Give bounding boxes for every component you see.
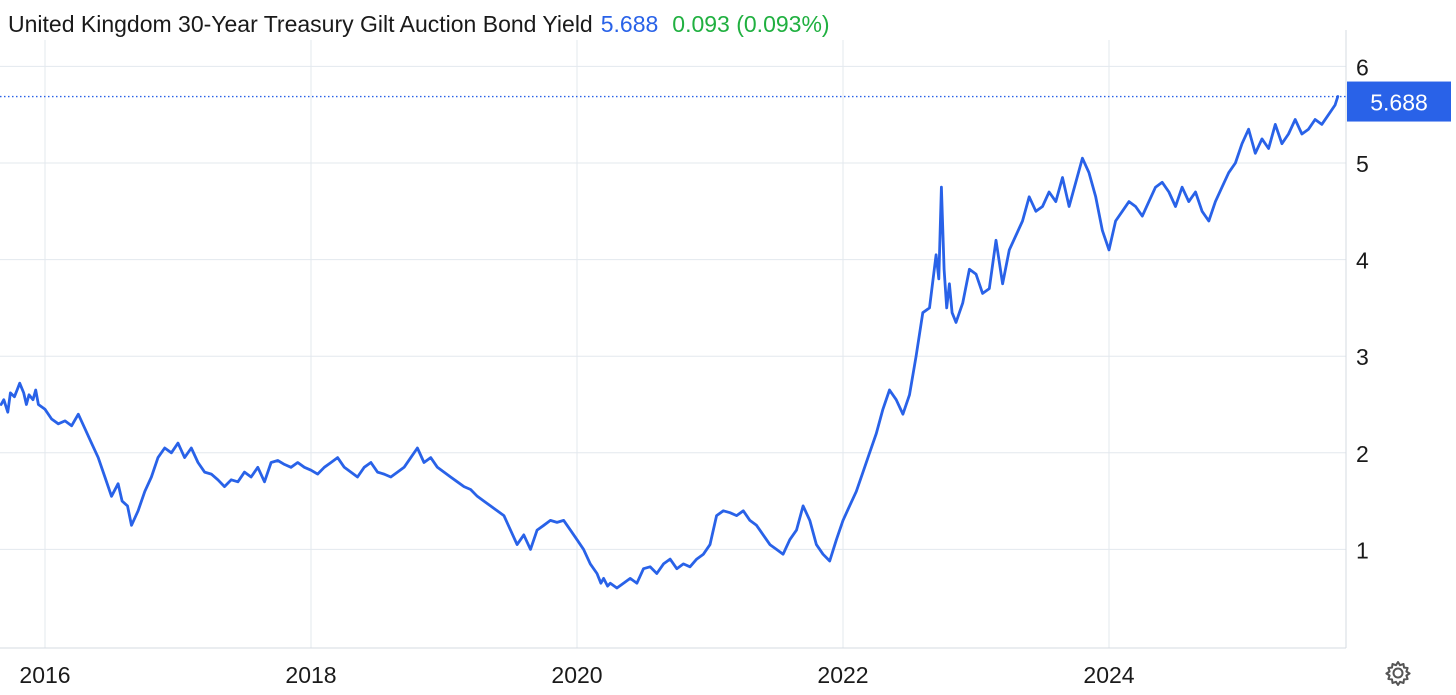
y-tick-label: 6 xyxy=(1356,54,1369,80)
x-tick-label: 2022 xyxy=(817,662,868,688)
last-value-badge: 5.688 xyxy=(0,81,1451,122)
y-tick-label: 5 xyxy=(1356,151,1369,177)
last-value-badge-text: 5.688 xyxy=(1370,90,1428,116)
last-value-text: 5.688 xyxy=(600,11,659,37)
chart-header: United Kingdom 30-Year Treasury Gilt Auc… xyxy=(8,11,830,38)
axis-labels: 1 2 3 4 5 6 2016 2018 2020 2022 2024 xyxy=(19,54,1369,688)
y-tick-label: 4 xyxy=(1356,248,1369,274)
series-line xyxy=(0,95,1340,590)
y-tick-label: 3 xyxy=(1356,344,1369,370)
settings-button[interactable] xyxy=(1383,658,1413,688)
x-tick-label: 2018 xyxy=(285,662,336,688)
plot-layer xyxy=(0,95,1340,590)
change-text: 0.093 (0.093%) xyxy=(672,11,830,37)
y-tick-label: 2 xyxy=(1356,441,1369,467)
grid-layer xyxy=(0,40,1346,649)
x-tick-label: 2020 xyxy=(551,662,602,688)
y-tick-label: 1 xyxy=(1356,537,1369,563)
gear-icon xyxy=(1385,661,1411,686)
chart-title: United Kingdom 30-Year Treasury Gilt Auc… xyxy=(8,11,593,37)
last-value-badge-box xyxy=(1347,81,1451,122)
x-tick-label: 2024 xyxy=(1083,662,1134,688)
x-tick-label: 2016 xyxy=(19,662,70,688)
